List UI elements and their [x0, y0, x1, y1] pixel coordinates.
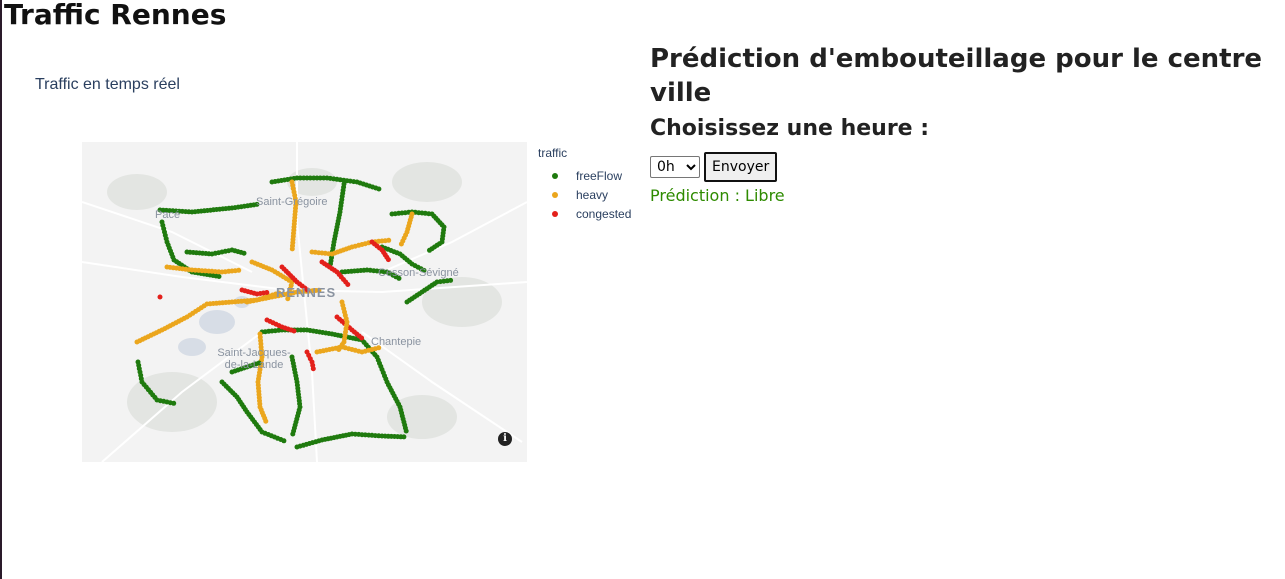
info-icon[interactable]: i	[498, 432, 512, 446]
place-label-pace: Pacé	[155, 209, 181, 221]
place-label-chantepie: Chantepie	[371, 336, 422, 348]
traffic-point[interactable]	[403, 428, 409, 434]
send-button[interactable]: Envoyer	[704, 152, 778, 182]
legend-title: traffic	[538, 146, 568, 160]
traffic-point[interactable]	[385, 257, 391, 263]
traffic-point[interactable]	[201, 303, 207, 309]
traffic-point[interactable]	[421, 267, 427, 273]
traffic-point[interactable]	[304, 287, 310, 293]
traffic-point[interactable]	[316, 287, 322, 293]
choose-hour-label: Choisissez une heure :	[650, 116, 930, 141]
traffic-point[interactable]	[427, 247, 432, 253]
map-panel-title: Traffic en temps réel	[35, 76, 180, 93]
traffic-point[interactable]	[386, 237, 392, 243]
place-label-cesson-sevigne: Cesson-Sévigné	[378, 267, 459, 279]
traffic-point[interactable]	[359, 335, 365, 341]
legend-item-heavy[interactable]: heavy	[538, 185, 631, 204]
legend-dot-heavy	[552, 191, 558, 198]
traffic-point[interactable]	[290, 431, 296, 437]
legend-item-congested[interactable]: congested	[538, 204, 631, 223]
traffic-point[interactable]	[336, 347, 342, 352]
legend-item-freeflow[interactable]: freeFlow	[538, 166, 631, 185]
traffic-point[interactable]	[310, 366, 316, 372]
traffic-point[interactable]	[291, 328, 297, 334]
prediction-title: Prédiction d'embouteillage pour le centr…	[650, 44, 1263, 108]
traffic-point[interactable]	[281, 438, 287, 444]
place-label-rennes: RENNES	[276, 285, 337, 300]
traffic-point[interactable]	[376, 186, 382, 192]
legend-label-freeflow: freeFlow	[576, 168, 623, 183]
traffic-point[interactable]	[345, 282, 351, 287]
traffic-point[interactable]	[171, 400, 177, 406]
traffic-point[interactable]	[289, 246, 295, 252]
page-title: Traffic Rennes	[4, 0, 227, 31]
left-border	[0, 0, 2, 579]
traffic-point[interactable]	[401, 434, 407, 440]
prediction-result: Prédiction : Libre	[650, 186, 785, 205]
hour-form: 0h Envoyer	[650, 152, 1285, 182]
prediction-panel: Prédiction d'embouteillage pour le centr…	[650, 42, 1285, 206]
traffic-point[interactable]	[448, 277, 454, 283]
hour-select[interactable]: 0h	[650, 156, 700, 178]
traffic-point[interactable]	[236, 267, 242, 273]
traffic-point[interactable]	[276, 290, 282, 296]
traffic-point[interactable]	[216, 274, 222, 279]
traffic-point[interactable]	[241, 250, 247, 256]
traffic-point[interactable]	[396, 275, 402, 281]
map-base-layer	[82, 142, 527, 462]
traffic-point[interactable]	[263, 418, 269, 424]
traffic-point[interactable]	[157, 294, 163, 300]
traffic-point[interactable]	[256, 360, 262, 366]
traffic-point[interactable]	[285, 296, 291, 302]
map-legend: traffic freeFlow heavy congested	[538, 146, 631, 223]
place-label-saint-gregoire: Saint-Grégoire	[256, 196, 328, 208]
place-label-saint-jacques: Saint-Jacques-de-la-Lande	[217, 347, 291, 371]
traffic-point[interactable]	[264, 290, 270, 295]
traffic-point[interactable]	[376, 345, 382, 351]
traffic-point[interactable]	[254, 201, 260, 207]
legend-label-congested: congested	[576, 206, 632, 221]
legend-dot-congested	[552, 210, 558, 217]
legend-label-heavy: heavy	[576, 187, 609, 202]
traffic-map[interactable]: Pacé Saint-Grégoire Cesson-Sévigné RENNE…	[82, 142, 527, 462]
traffic-point[interactable]	[398, 241, 404, 247]
legend-dot-freeflow	[552, 172, 558, 179]
